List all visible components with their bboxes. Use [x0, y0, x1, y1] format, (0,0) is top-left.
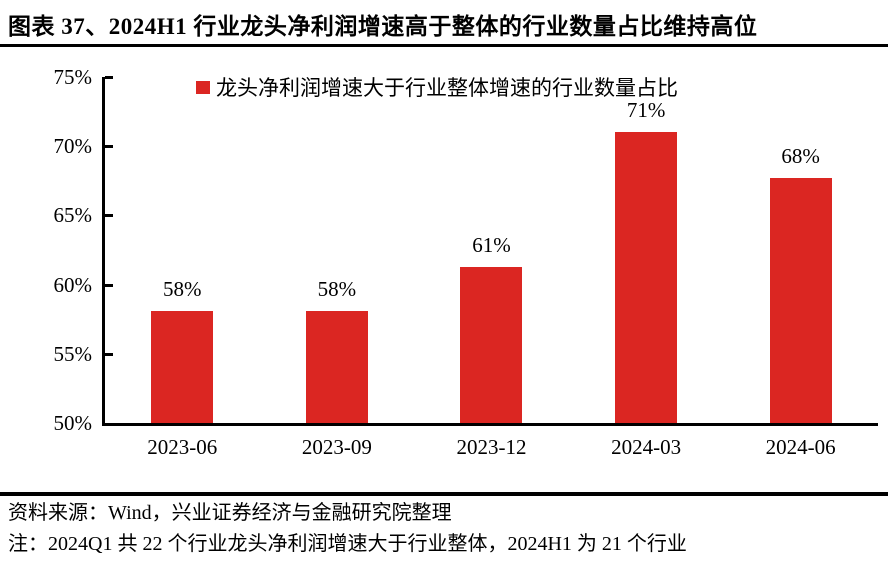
- y-axis-tick-mark: [105, 283, 113, 287]
- y-axis-tick-mark: [105, 145, 113, 149]
- y-axis-tick-label: 70%: [53, 134, 93, 159]
- footer-divider: [0, 492, 888, 496]
- bar-slot: 58%: [105, 77, 260, 423]
- y-axis-tick-label: 60%: [53, 272, 93, 297]
- bar-slot: 61%: [414, 77, 569, 423]
- bars-container: 58% 58% 61% 71% 68%: [105, 77, 878, 423]
- bar-value-label: 71%: [626, 98, 666, 123]
- y-axis-tick-mark: [105, 214, 113, 218]
- x-axis-category-label: 2023-09: [301, 435, 372, 459]
- bar-value-label: 61%: [472, 232, 511, 257]
- title-divider: [0, 44, 888, 47]
- y-axis-tick-mark: [105, 76, 113, 79]
- y-axis-tick-label: 75%: [53, 65, 93, 89]
- bar-value-label: 68%: [781, 144, 820, 169]
- bar-slot: 71%: [569, 77, 724, 423]
- y-axis-tick-label: 55%: [53, 341, 93, 366]
- data-note: 注：2024Q1 共 22 个行业龙头净利润增速大于行业整体，2024H1 为 …: [8, 533, 687, 555]
- x-axis-labels: 2023-06 2023-09 2023-12 2024-03 2024-06: [105, 434, 878, 464]
- figure-title: 图表 37、2024H1 行业龙头净利润增速高于整体的行业数量占比维持高位: [8, 14, 758, 39]
- chart-legend: 龙头净利润增速大于行业整体增速的行业数量占比: [196, 76, 678, 100]
- x-axis-category-label: 2024-06: [765, 435, 836, 459]
- bar-value-label: 58%: [317, 276, 357, 301]
- x-axis-category-label: 2023-06: [147, 435, 218, 459]
- bar: [460, 266, 523, 423]
- legend-label: 龙头净利润增速大于行业整体增速的行业数量占比: [216, 76, 678, 100]
- bar: [151, 310, 214, 423]
- plot-area: [102, 77, 878, 426]
- legend-color-swatch: [196, 80, 210, 94]
- bar: [615, 132, 678, 423]
- y-axis-tick-mark: [105, 352, 113, 356]
- x-axis-category-label: 2024-03: [611, 435, 682, 459]
- y-axis-tick-label: 65%: [53, 203, 93, 228]
- x-axis-category-label: 2023-12: [456, 435, 527, 459]
- bar-slot: 68%: [723, 77, 878, 423]
- bar-chart: 75% 70% 65% 60% 55% 50% 龙头净利润增速大于行业整体增速的行业数量占…: [0, 50, 888, 486]
- bar-value-label: 58%: [163, 276, 202, 301]
- bar-slot: 58%: [260, 77, 415, 423]
- y-axis-tick-label: 50%: [53, 411, 93, 435]
- source-note: 资料来源：Wind，兴业证券经济与金融研究院整理: [8, 502, 452, 524]
- bar: [769, 178, 832, 423]
- bar: [305, 310, 368, 423]
